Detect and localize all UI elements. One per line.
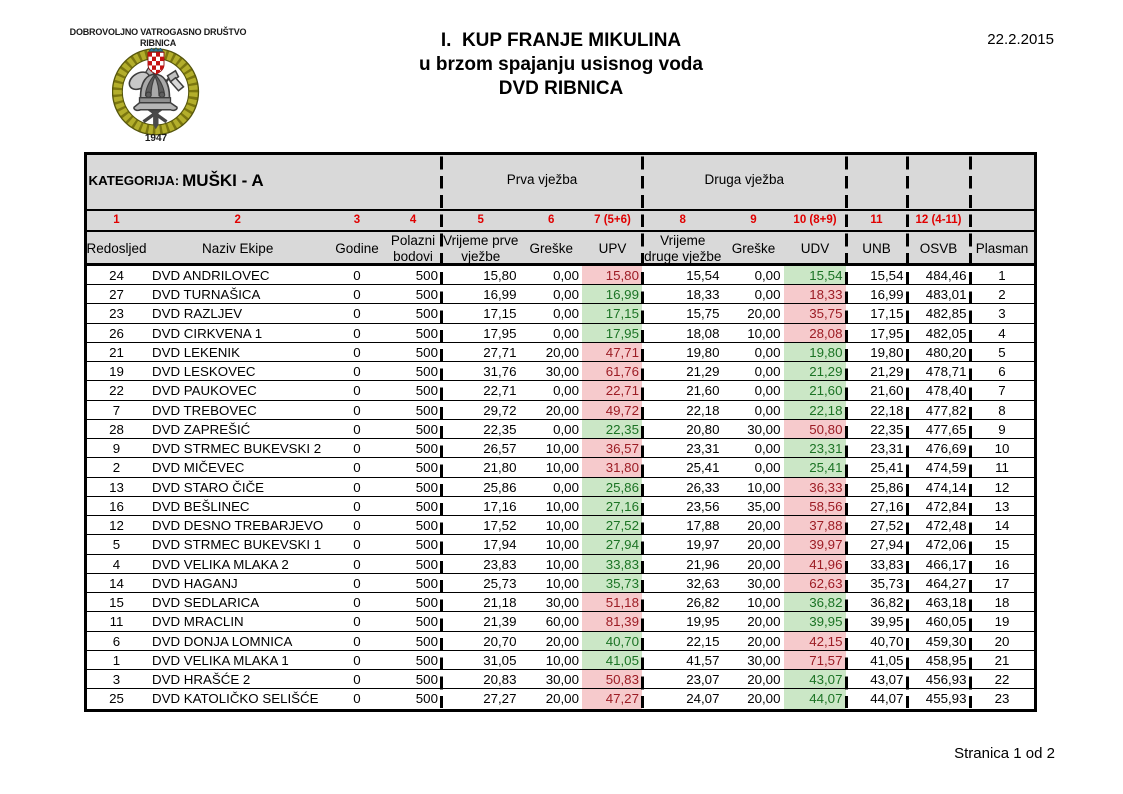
svg-text:1947: 1947 [145, 133, 168, 144]
